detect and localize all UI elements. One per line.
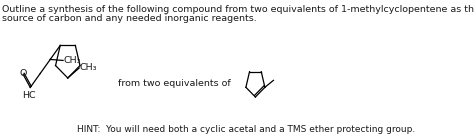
Text: CH₃: CH₃ — [80, 63, 97, 71]
Text: CH₃: CH₃ — [64, 56, 82, 65]
Text: from two equivalents of: from two equivalents of — [118, 79, 230, 87]
Text: Outline a synthesis of the following compound from two equivalents of 1-methylcy: Outline a synthesis of the following com… — [2, 5, 474, 14]
Text: HINT:  You will need both a cyclic acetal and a TMS ether protecting group.: HINT: You will need both a cyclic acetal… — [77, 126, 415, 135]
Text: source of carbon and any needed inorganic reagents.: source of carbon and any needed inorgani… — [2, 14, 257, 23]
Text: O: O — [19, 69, 27, 78]
Text: HC: HC — [22, 91, 36, 100]
